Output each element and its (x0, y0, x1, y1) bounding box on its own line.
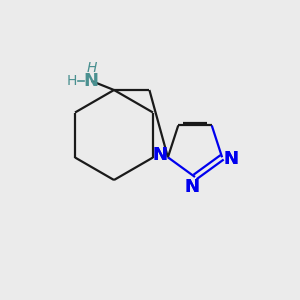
Text: N: N (224, 150, 238, 168)
Bar (154, 148, 165, 161)
Bar (187, 180, 197, 193)
Text: N: N (184, 178, 200, 196)
Text: N: N (184, 178, 200, 196)
Text: N: N (152, 146, 167, 164)
Text: N: N (152, 146, 167, 164)
Text: N: N (83, 72, 98, 90)
Bar (226, 152, 236, 165)
Text: N: N (224, 150, 238, 168)
Text: H: H (86, 61, 97, 75)
Text: H: H (67, 74, 77, 88)
